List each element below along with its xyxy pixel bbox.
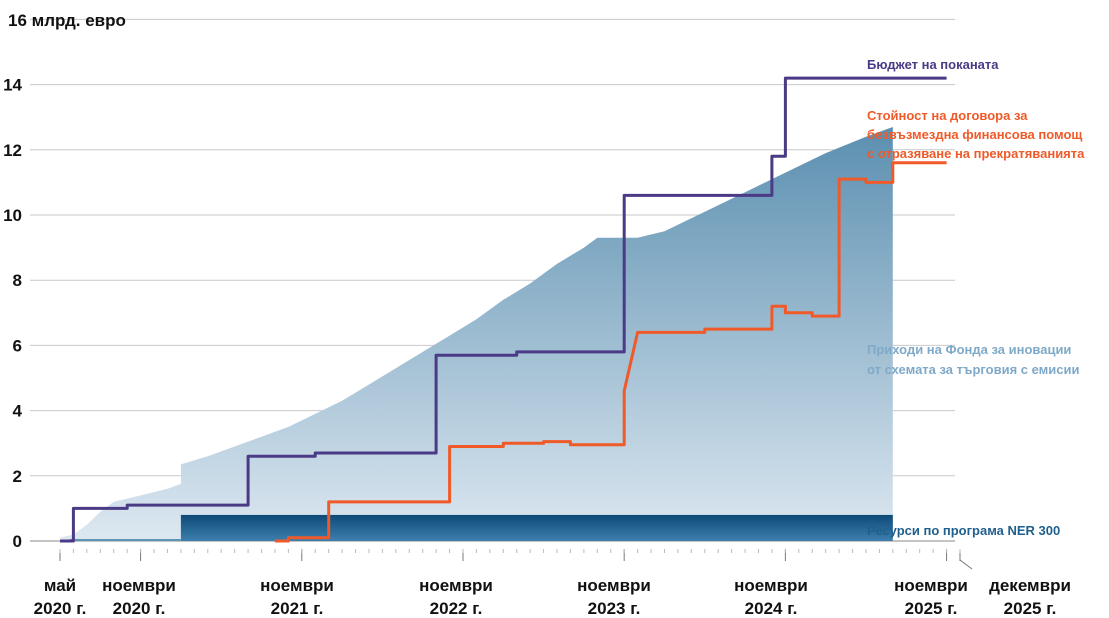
y-tick-label: 2 xyxy=(13,467,22,486)
series-label-line: Приходи на Фонда за иновации xyxy=(867,342,1071,357)
x-tick-label: ноември xyxy=(894,576,968,595)
y-tick-label: 14 xyxy=(3,76,22,95)
series-area-revenue xyxy=(60,127,893,541)
x-tick-label: 2022 г. xyxy=(430,599,483,618)
y-tick-label: 8 xyxy=(13,271,22,290)
y-tick-label: 0 xyxy=(13,532,22,551)
y-tick-label: 10 xyxy=(3,206,22,225)
series-label-line: с отразяване на прекратяванията xyxy=(867,146,1085,161)
y-tick-label: 6 xyxy=(13,336,22,355)
x-tick-label: ноември xyxy=(260,576,334,595)
x-tick-label: 2021 г. xyxy=(271,599,324,618)
x-tick-label: 2025 г. xyxy=(905,599,958,618)
x-tick-label: ноември xyxy=(419,576,493,595)
x-tick-label: ноември xyxy=(577,576,651,595)
x-tick-label: 2024 г. xyxy=(745,599,798,618)
series-label-line: Стойност на договора за xyxy=(867,108,1028,123)
y-tick-label: 12 xyxy=(3,141,22,160)
x-tick-label: ноември xyxy=(734,576,808,595)
series-label-line: от схемата за търговия с емисии xyxy=(867,362,1080,377)
x-tick-label: ноември xyxy=(102,576,176,595)
y-axis-unit-label: 16 млрд. евро xyxy=(8,11,126,30)
series-label-line: Бюджет на поканата xyxy=(867,57,999,72)
x-tick-label: 2020 г. xyxy=(113,599,166,618)
x-tick-label: 2025 г. xyxy=(1004,599,1057,618)
y-tick-label: 4 xyxy=(13,402,23,421)
x-tick-label: май xyxy=(44,576,76,595)
series-line-2 xyxy=(60,76,947,543)
series-label-line: Ресурси по програма NER 300 xyxy=(867,523,1060,538)
x-tick-label: декември xyxy=(989,576,1071,595)
series-label-line: безвъзмездна финансова помощ xyxy=(867,127,1082,142)
x-tick-connector xyxy=(959,559,973,570)
series-line-3 xyxy=(274,161,947,543)
x-tick-label: 2020 г. xyxy=(34,599,87,618)
x-tick-label: 2023 г. xyxy=(588,599,641,618)
